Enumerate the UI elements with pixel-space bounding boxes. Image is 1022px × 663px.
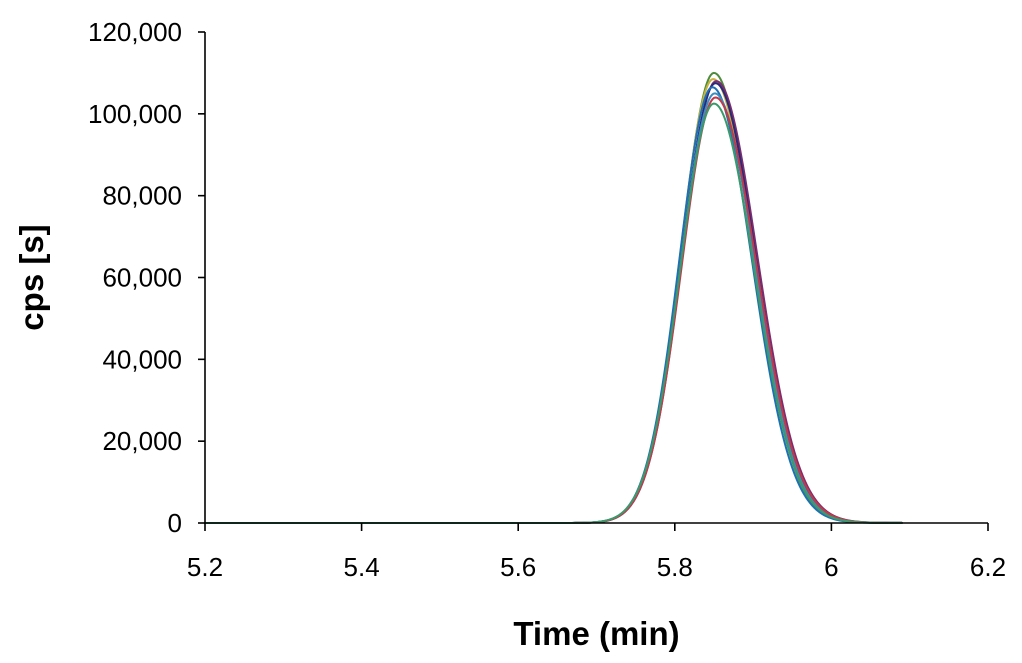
series-line-2 — [204, 78, 903, 524]
y-tick-label: 80,000 — [102, 181, 182, 211]
series-line-4 — [204, 82, 903, 524]
series-line-3 — [204, 80, 903, 524]
y-tick-label: 0 — [168, 508, 182, 538]
x-tick-label: 5.8 — [657, 552, 693, 582]
y-tick-label: 100,000 — [88, 99, 182, 129]
y-tick-label: 40,000 — [102, 344, 182, 374]
y-tick-label: 120,000 — [88, 17, 182, 47]
x-axis-title: Time (min) — [513, 615, 679, 652]
y-tick-label: 60,000 — [102, 263, 182, 293]
series-line-5 — [204, 86, 903, 524]
y-tick-label: 20,000 — [102, 426, 182, 456]
x-ticks: 5.2 5.4 5.6 5.8 6 6.2 — [187, 523, 1006, 582]
x-tick-label: 5.2 — [187, 552, 223, 582]
series-layer — [204, 71, 903, 524]
y-axis-title: cps [s] — [13, 224, 50, 330]
axes-layer — [204, 32, 988, 524]
x-tick-label: 5.6 — [500, 552, 536, 582]
y-ticks: 0 20,000 40,000 60,000 80,000 100,000 120,000 — [88, 17, 205, 538]
x-tick-label: 6 — [824, 552, 838, 582]
series-line-1 — [204, 71, 903, 524]
x-tick-label: 6.2 — [970, 552, 1006, 582]
x-tick-label: 5.4 — [344, 552, 380, 582]
